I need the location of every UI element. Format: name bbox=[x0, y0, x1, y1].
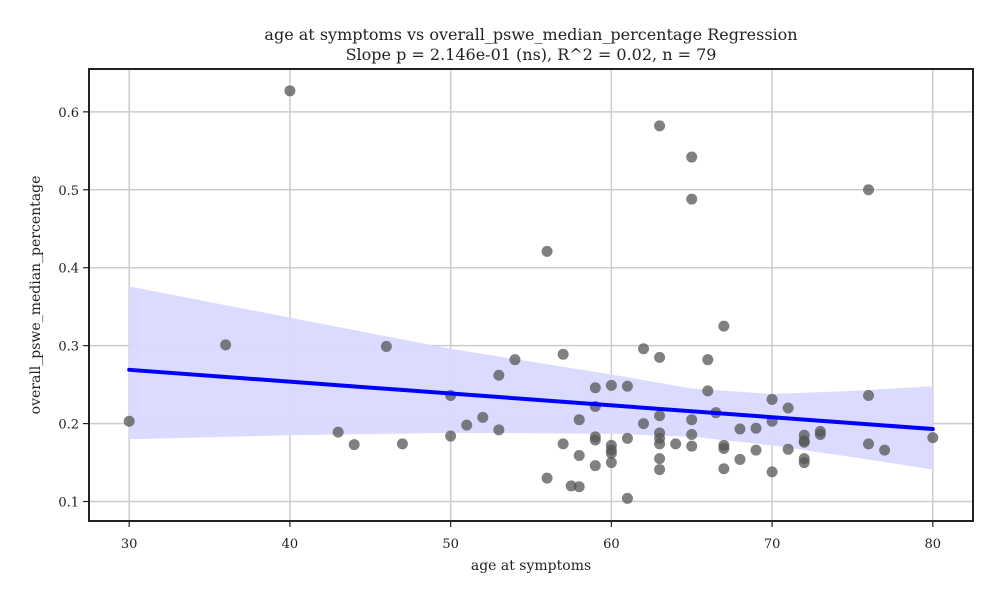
x-tick-label: 70 bbox=[764, 537, 781, 552]
scatter-point bbox=[718, 443, 730, 455]
scatter-point bbox=[814, 428, 826, 440]
scatter-point bbox=[565, 480, 577, 492]
scatter-point bbox=[718, 463, 730, 475]
scatter-point bbox=[493, 424, 505, 436]
scatter-point bbox=[573, 414, 585, 426]
scatter-point bbox=[541, 245, 553, 257]
x-tick-label: 80 bbox=[925, 537, 942, 552]
scatter-point bbox=[380, 340, 392, 352]
scatter-point bbox=[493, 369, 505, 381]
scatter-point bbox=[782, 402, 794, 414]
y-tick-label: 0.4 bbox=[58, 262, 79, 277]
scatter-point bbox=[686, 193, 698, 205]
x-tick-label: 30 bbox=[121, 537, 138, 552]
scatter-point bbox=[654, 351, 666, 363]
scatter-point bbox=[863, 184, 875, 196]
scatter-point bbox=[654, 120, 666, 132]
scatter-point bbox=[541, 472, 553, 484]
scatter-point bbox=[863, 438, 875, 450]
scatter-point bbox=[332, 426, 344, 438]
x-tick-label: 60 bbox=[603, 537, 620, 552]
scatter-point bbox=[798, 436, 810, 448]
scatter-point bbox=[654, 410, 666, 422]
scatter-point bbox=[557, 348, 569, 360]
axis-ticks: 30 40 50 60 70 80 0.1 0.2 0.3 0.4 0.5 0.6 bbox=[58, 106, 941, 552]
scatter-point bbox=[461, 419, 473, 431]
x-tick-label: 50 bbox=[442, 537, 459, 552]
scatter-point bbox=[348, 439, 360, 451]
scatter-point bbox=[621, 492, 633, 504]
plot-frame bbox=[88, 68, 974, 522]
confidence-band bbox=[129, 286, 933, 470]
scatter-point bbox=[638, 343, 650, 355]
y-tick-label: 0.3 bbox=[58, 340, 79, 355]
scatter-point bbox=[477, 411, 489, 423]
scatter-point bbox=[589, 382, 601, 394]
x-axis-label: age at symptoms bbox=[471, 558, 591, 574]
grid bbox=[89, 69, 973, 521]
scatter-point bbox=[702, 354, 714, 366]
scatter-point bbox=[734, 423, 746, 435]
y-tick-label: 0.1 bbox=[58, 496, 79, 511]
scatter-point bbox=[718, 320, 730, 332]
scatter-point bbox=[605, 457, 617, 469]
scatter-point bbox=[686, 414, 698, 426]
scatter-point bbox=[589, 434, 601, 446]
scatter-point bbox=[638, 418, 650, 430]
regression-line-layer bbox=[127, 367, 935, 432]
scatter-point bbox=[621, 380, 633, 392]
scatter-point bbox=[284, 85, 296, 97]
y-tick-label: 0.5 bbox=[58, 184, 79, 199]
scatter-point bbox=[654, 438, 666, 450]
scatter-point bbox=[782, 443, 794, 455]
y-tick-label: 0.2 bbox=[58, 418, 79, 433]
scatter-point bbox=[605, 379, 617, 391]
scatter-point bbox=[445, 430, 457, 442]
scatter-point bbox=[686, 428, 698, 440]
scatter-point bbox=[879, 444, 891, 456]
scatter-point bbox=[927, 432, 939, 444]
scatter-point bbox=[863, 390, 875, 402]
chart-subtitle: Slope p = 2.146e-01 (ns), R^2 = 0.02, n … bbox=[346, 45, 717, 64]
scatter-point bbox=[686, 440, 698, 452]
confidence-band-layer bbox=[129, 286, 933, 470]
scatter-point bbox=[605, 447, 617, 459]
scatter-point bbox=[220, 339, 232, 351]
scatter-point bbox=[396, 438, 408, 450]
regression-line bbox=[127, 367, 935, 432]
scatter-point bbox=[573, 481, 585, 493]
scatter-point bbox=[654, 453, 666, 465]
y-tick-label: 0.6 bbox=[58, 106, 79, 121]
x-tick-label: 40 bbox=[282, 537, 299, 552]
scatter-point bbox=[734, 453, 746, 465]
scatter-point bbox=[654, 464, 666, 476]
scatter-point bbox=[798, 457, 810, 469]
scatter-point bbox=[123, 415, 135, 427]
y-axis-label: overall_pswe_median_percentage bbox=[28, 176, 44, 415]
scatter-point bbox=[686, 151, 698, 163]
scatter-point bbox=[621, 432, 633, 444]
scatter-point bbox=[766, 393, 778, 405]
scatter-point bbox=[573, 450, 585, 462]
scatter-point bbox=[702, 385, 714, 397]
scatter-point bbox=[509, 354, 521, 366]
scatter-point bbox=[750, 422, 762, 434]
scatter-point bbox=[557, 438, 569, 450]
scatter-point bbox=[766, 466, 778, 478]
scatter-point bbox=[589, 460, 601, 472]
scatter-point bbox=[670, 438, 682, 450]
scatter-point bbox=[750, 444, 762, 456]
chart-title: age at symptoms vs overall_pswe_median_p… bbox=[264, 25, 797, 44]
